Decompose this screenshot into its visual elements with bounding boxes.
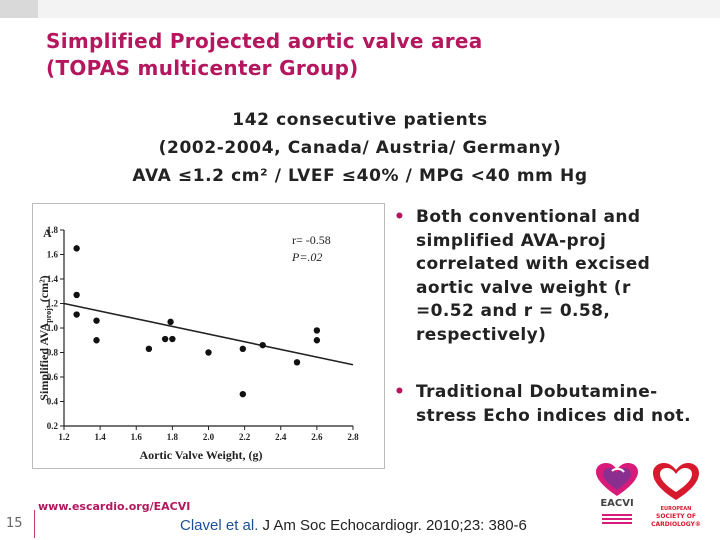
y-axis-label: Simplified AVAproj, (cm²) [37, 275, 53, 400]
data-point [259, 341, 266, 349]
citation: Clavel et al. J Am Soc Echocardiogr. 201… [180, 517, 527, 534]
y-tick-label: 1.6 [47, 250, 59, 260]
esc-logo-text-2: SOCIETY OF [656, 513, 696, 520]
slide-title-line-2: (TOPAS multicenter Group) [46, 56, 359, 80]
finding-2-text: Traditional Dobutamine-stress Echo indic… [416, 382, 691, 426]
page-number: 15 [6, 516, 23, 531]
x-tick-label: 1.4 [95, 432, 107, 442]
y-tick-label: 0.8 [47, 348, 59, 358]
annotation-r: r= -0.58 [292, 233, 331, 247]
data-point [161, 335, 169, 343]
header-bar [38, 0, 720, 18]
y-tick-label: 0.2 [47, 421, 59, 431]
slide-title-line-1: Simplified Projected aortic valve area [46, 29, 483, 53]
finding-2: • Traditional Dobutamine-stress Echo ind… [394, 381, 694, 428]
esc-logo-text-3: CARDIOLOGY® [651, 521, 701, 528]
finding-1: • Both conventional and simplified AVA-p… [394, 206, 694, 347]
data-point [73, 291, 80, 299]
x-tick-label: 1.2 [58, 432, 70, 442]
data-point [93, 337, 100, 344]
footer-link[interactable]: www.escardio.org/EACVI [38, 500, 191, 513]
data-point [313, 327, 321, 334]
esc-logo-text-1: EUROPEAN [660, 506, 692, 512]
subtitle-line-2: (2002-2004, Canada/ Austria/ Germany) [158, 138, 562, 158]
slide-subtitle: 142 consecutive patients (2002-2004, Can… [0, 106, 720, 162]
regression-line [63, 302, 354, 366]
y-axis-label-main: Simplified AVA [37, 322, 51, 400]
data-point [73, 245, 80, 252]
finding-1-text: Both conventional and simplified AVA-pro… [416, 207, 651, 345]
citation-authors: Clavel et al. [180, 517, 259, 534]
eacvi-heart-icon [596, 463, 638, 496]
data-point [313, 337, 321, 344]
x-tick-label: 2.2 [239, 432, 251, 442]
y-axis-label-sub: proj [44, 308, 53, 323]
bullet-dot: • [394, 382, 406, 402]
x-tick-label: 1.6 [131, 432, 143, 442]
footer-divider [34, 510, 35, 538]
bullet-dot: • [394, 207, 406, 227]
y-tick-label: 1.8 [47, 225, 59, 235]
x-axis-label: Aortic Valve Weight, (g) [139, 448, 262, 462]
data-point [205, 349, 212, 356]
y-tick-label: 1.2 [47, 299, 59, 309]
esc-logo: EUROPEAN SOCIETY OF CARDIOLOGY® [648, 462, 704, 536]
slide-title: Simplified Projected aortic valve area (… [46, 28, 483, 82]
data-point [169, 335, 176, 343]
eacvi-logo-text: EACVI [600, 498, 634, 509]
x-tick-label: 1.8 [167, 432, 179, 442]
citation-journal: J Am Soc Echocardiogr. 2010;23: 380-6 [258, 517, 527, 534]
scatter-chart: A r= -0.58 P=.02 Aortic Valve Weight, (g… [37, 225, 359, 462]
y-tick-label: 1.4 [47, 274, 59, 284]
inclusion-criteria: AVA ≤1.2 cm² / LVEF ≤40% / MPG <40 mm Hg [132, 166, 588, 186]
y-tick-label: 0.4 [47, 397, 59, 407]
data-point [93, 317, 100, 324]
data-point [239, 390, 247, 398]
annotation-p: P=.02 [291, 250, 322, 264]
data-point [167, 318, 174, 326]
eacvi-logo: EACVI [592, 462, 642, 536]
data-point [145, 345, 153, 353]
header-accent-block [0, 0, 38, 18]
y-axis-label-unit: , (cm²) [37, 275, 51, 308]
x-tick-label: 2.4 [275, 432, 287, 442]
esc-heart-icon [653, 463, 699, 500]
data-point [293, 359, 301, 366]
panel-label: A [43, 226, 52, 240]
subtitle-line-1: 142 consecutive patients [232, 110, 488, 130]
x-tick-label: 2.0 [203, 432, 215, 442]
x-tick-label: 2.6 [311, 432, 323, 442]
data-point [239, 345, 247, 353]
key-findings: • Both conventional and simplified AVA-p… [394, 206, 694, 428]
x-tick-label: 2.8 [347, 432, 359, 442]
y-tick-label: 0.6 [47, 372, 59, 382]
scatter-figure: A r= -0.58 P=.02 Aortic Valve Weight, (g… [32, 203, 385, 469]
y-tick-label: 1.0 [47, 323, 59, 333]
data-point [73, 311, 80, 318]
